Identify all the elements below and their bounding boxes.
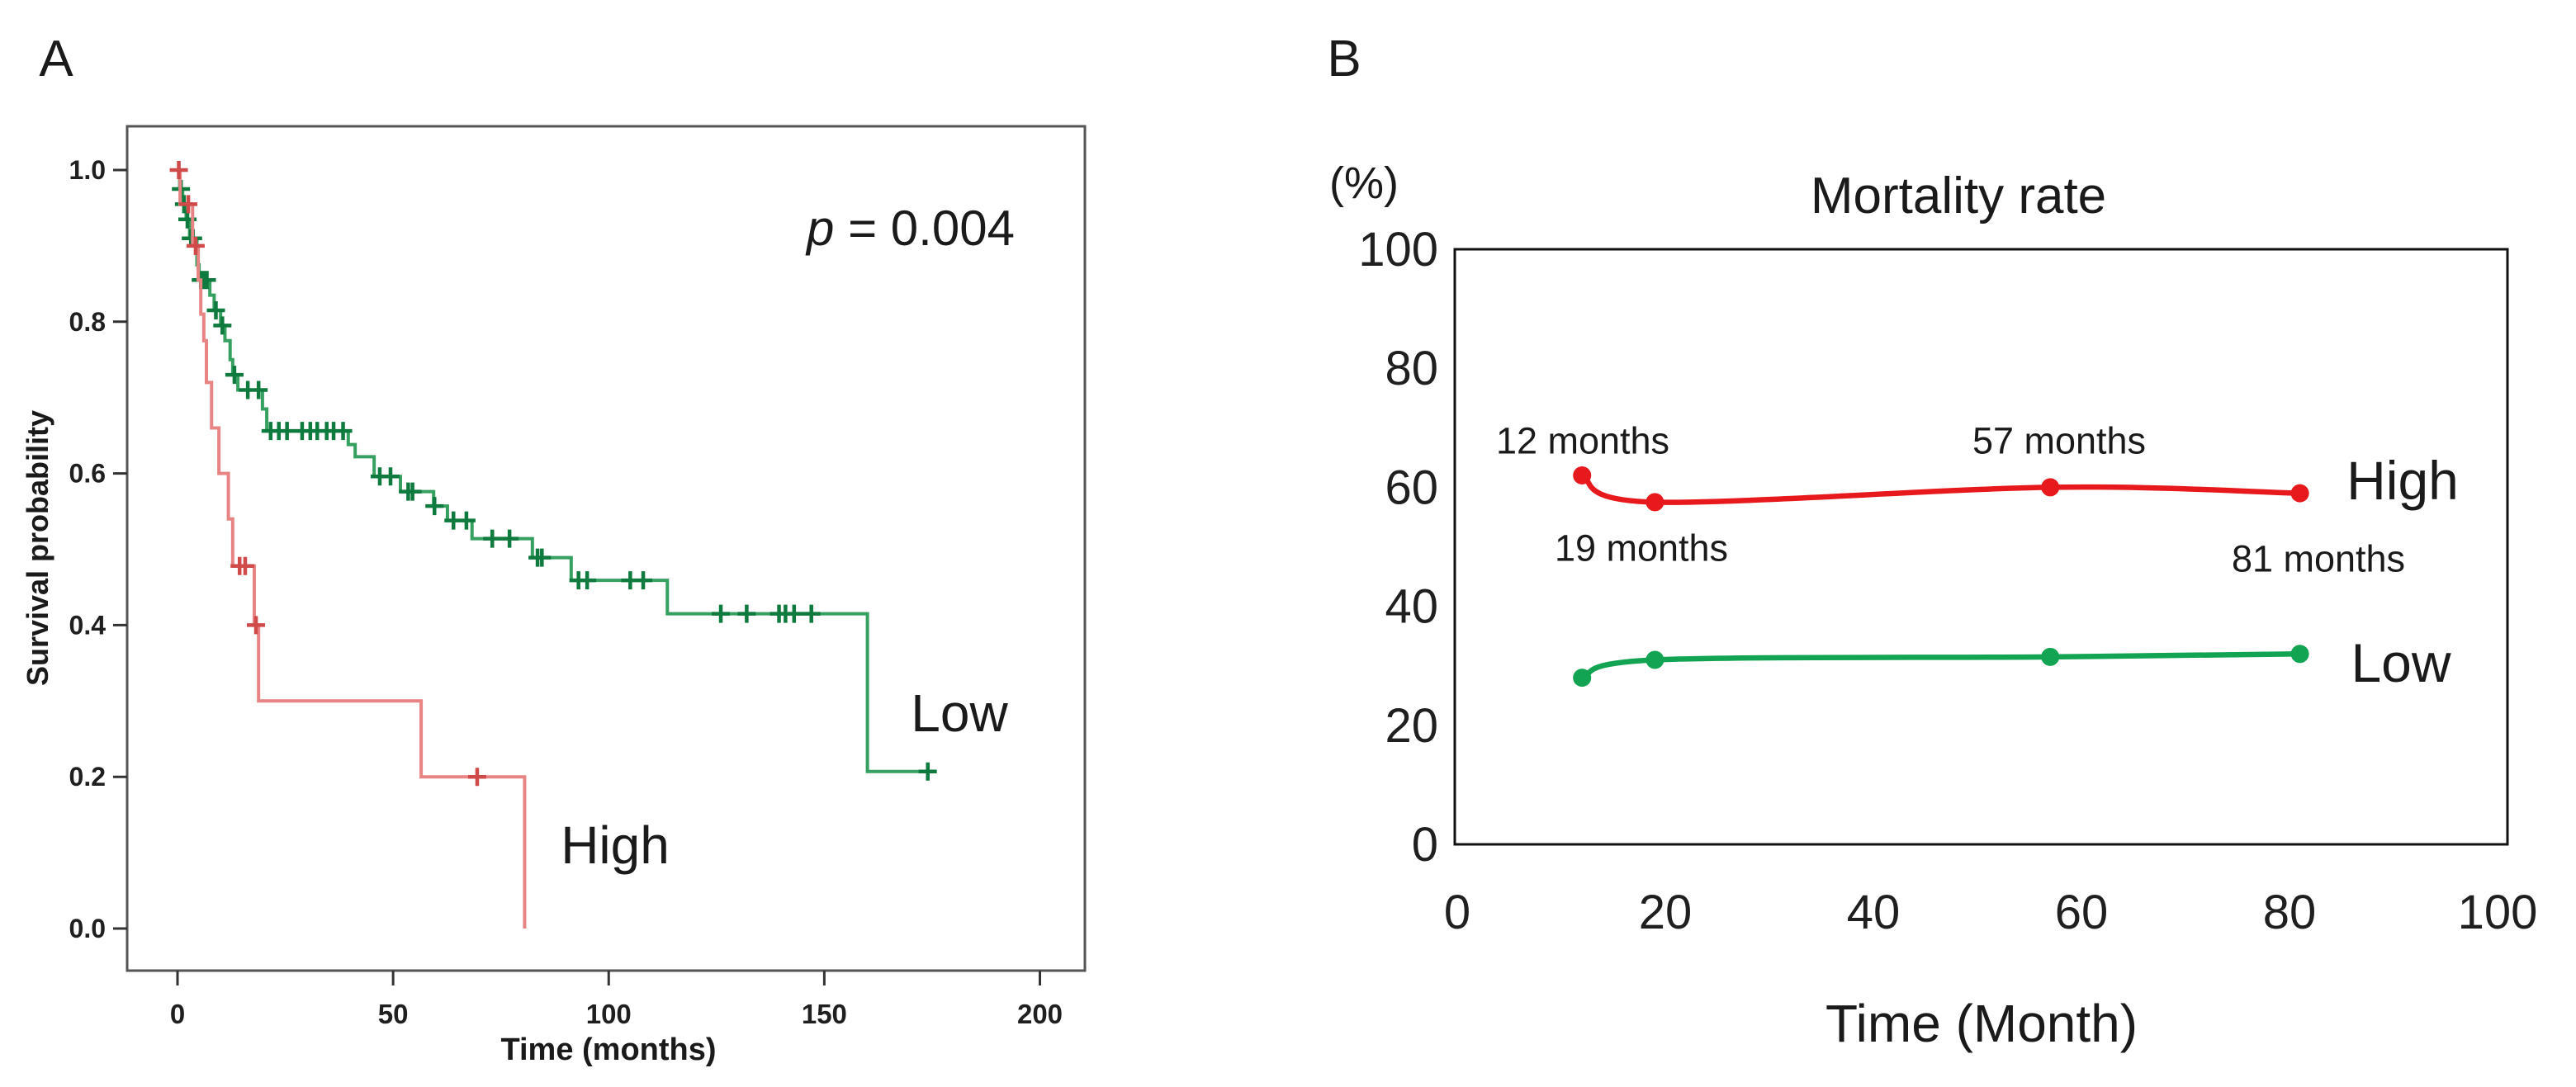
x-tick-label: 150 [802,999,847,1029]
panel-a-km-chart: 1.0 0.8 0.6 0.4 0.2 0.0 0 50 100 150 200 [69,125,1087,1029]
x-tick-label: 0 [1444,886,1470,939]
panel-b-x-axis-title: Time (Month) [1825,994,2138,1053]
data-point-low [2041,647,2060,666]
km-curve-high [178,168,527,929]
panel-b-letter: B [1327,31,1361,87]
plot-frame-a [125,125,1087,972]
data-point-high [1573,466,1592,484]
annotation-57-months: 57 months [1972,419,2147,462]
panel-a-letter: A [39,31,73,87]
data-point-low [1646,650,1664,669]
data-point-high [2041,478,2060,497]
y-tick-label: 0 [1412,818,1438,872]
x-tick-label: 50 [378,999,409,1029]
plot-frame-b [1453,248,2509,846]
data-point-high [1646,493,1664,512]
y-tick-label: 100 [1358,223,1438,276]
y-tick-label: 0.8 [69,307,106,337]
p-value-annotation: p = 0.004 [807,204,1015,253]
p-value-number: = 0.004 [834,201,1015,256]
y-tick-label: 1.0 [69,155,106,185]
x-tick-label: 60 [2055,886,2109,939]
annotation-81-months: 81 months [2231,537,2406,580]
panel-a-x-axis-title: Time (months) [500,1033,717,1067]
annotation-12-months: 12 months [1495,419,1670,462]
x-tick-label: 20 [1639,886,1693,939]
panel-b-low-series-label: Low [2351,632,2451,693]
x-tick-label: 100 [2458,886,2538,939]
x-tick-label: 80 [2263,886,2317,939]
data-point-low [2290,645,2309,664]
annotation-19-months: 19 months [1554,527,1729,569]
km-curve-low [178,168,937,773]
p-value-symbol: p [807,201,835,256]
x-tick-label: 200 [1017,999,1063,1029]
censor-marks-low [172,179,937,781]
panel-a-y-axis-title: Survival probability [21,409,54,687]
panel-b-title: Mortality rate [1810,168,2107,224]
panel-a-low-curve-label: Low [911,683,1008,743]
panel-b-percent-label: (%) [1329,158,1399,208]
x-tick-label: 0 [170,999,185,1029]
y-tick-label: 80 [1385,342,1438,395]
y-tick-label: 0.6 [69,459,106,489]
panel-b-mortality-chart: 100 80 60 40 20 00 20 40 60 80 100 [1358,223,2538,939]
x-tick-label: 40 [1847,886,1901,939]
mortality-line-high [1579,472,2303,505]
data-point-high [2290,484,2309,503]
mortality-line-low [1579,651,2303,681]
panel-a-high-curve-label: High [561,815,670,875]
y-tick-label: 20 [1385,699,1438,753]
censor-marks-high [169,161,486,787]
y-tick-label: 0.0 [69,914,106,943]
y-tick-label: 0.4 [69,610,107,640]
y-tick-label: 40 [1385,580,1438,634]
y-tick-label: 60 [1385,461,1438,514]
data-point-low [1573,669,1592,688]
x-tick-label: 100 [586,999,632,1029]
panel-b-high-series-label: High [2346,450,2459,511]
y-tick-label: 0.2 [69,762,106,792]
